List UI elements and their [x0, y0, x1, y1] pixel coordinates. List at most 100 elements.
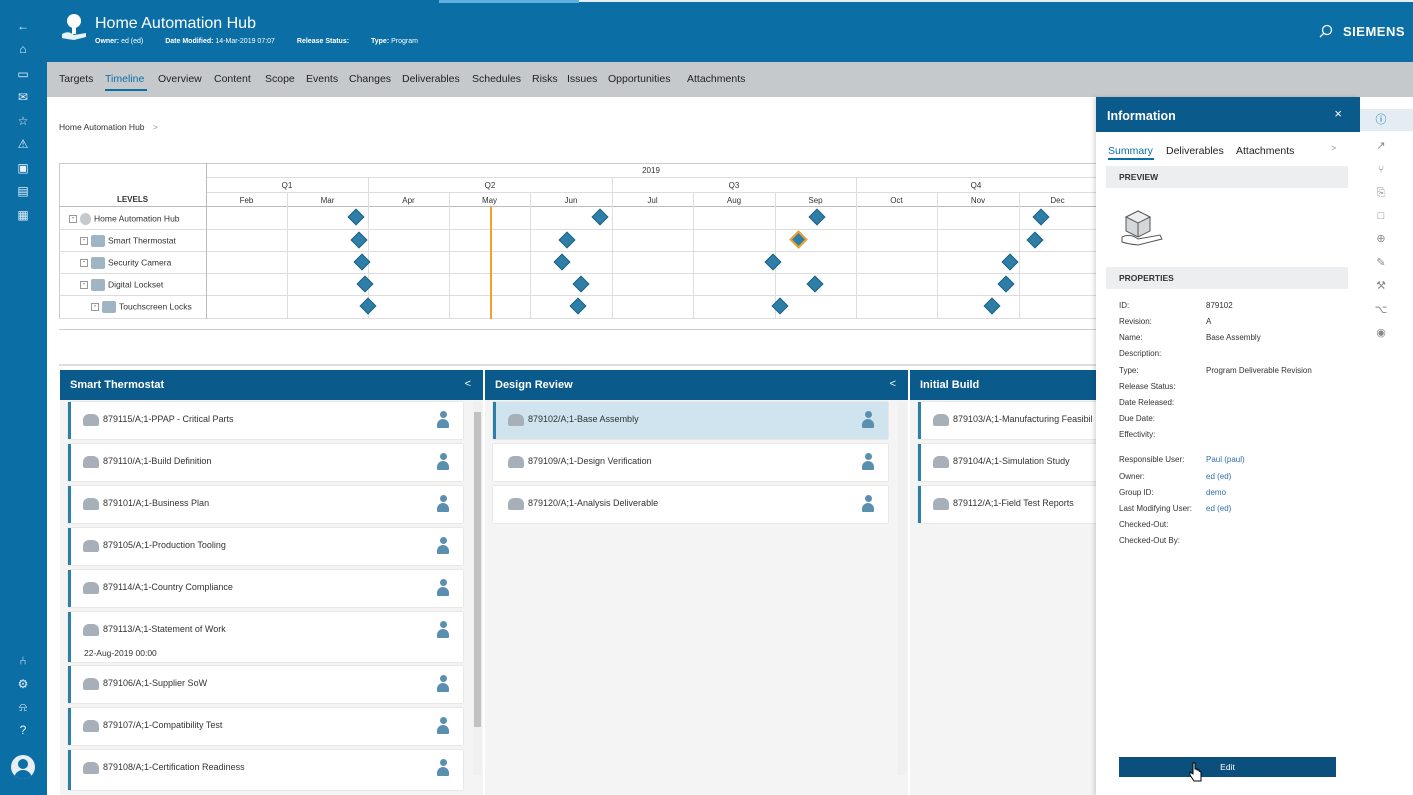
tab-scope[interactable]: Scope [265, 73, 295, 85]
notification-icon[interactable]: ⍾ [19, 700, 27, 714]
property-label: Description: [1119, 349, 1162, 358]
favorites-icon[interactable]: ☆ [17, 114, 29, 128]
deliverable-card-selected[interactable]: 879102/A;1-Base Assembly [493, 402, 888, 439]
scrollbar-thumb[interactable] [474, 412, 481, 727]
card-date: 22-Aug-2019 00:00 [84, 648, 157, 658]
chevron-right-icon[interactable]: > [1331, 143, 1337, 153]
level-row[interactable]: - Smart Thermostat [80, 235, 176, 247]
dashboard-icon[interactable]: ▤ [17, 184, 29, 198]
tab-opportunities[interactable]: Opportunities [608, 73, 671, 85]
fork-icon[interactable]: ⑃ [19, 654, 27, 668]
page-title: Home Automation Hub [95, 15, 256, 32]
revision-icon [508, 498, 524, 510]
deliverable-card[interactable]: 879113/A;1-Statement of Work 22-Aug-2019… [68, 612, 463, 662]
deliverable-card[interactable]: 879107/A;1-Compatibility Test [68, 708, 463, 745]
copy-icon[interactable]: ⎘ [1376, 187, 1386, 199]
tab-attachments[interactable]: Attachments [687, 73, 746, 85]
level-row[interactable]: - Digital Lockset [80, 279, 163, 291]
relation-icon[interactable]: ⑂ [1377, 164, 1385, 176]
scrollbar[interactable] [898, 402, 907, 775]
splitter[interactable] [59, 364, 1096, 366]
deliverable-card[interactable]: 879108/A;1-Certification Readiness [68, 750, 463, 790]
project-icon [91, 235, 105, 247]
tools-icon[interactable]: ⚒ [1376, 280, 1386, 292]
level-row[interactable]: - Home Automation Hub [69, 213, 180, 225]
last-modifying-user-link[interactable]: ed (ed) [1206, 504, 1232, 513]
group-link[interactable]: demo [1206, 488, 1227, 497]
card-title: 879115/A;1-PPAP - Critical Parts [103, 414, 234, 424]
deliverable-card[interactable]: 879101/A;1-Business Plan [68, 486, 463, 523]
collapse-chevron-icon[interactable]: < [464, 378, 471, 390]
tab-deliverables[interactable]: Deliverables [1166, 145, 1224, 157]
tab-risks[interactable]: Risks [532, 73, 558, 85]
tab-timeline[interactable]: Timeline [105, 73, 145, 85]
tab-attachments[interactable]: Attachments [1236, 145, 1295, 157]
alert-icon[interactable]: ⚠ [17, 137, 29, 151]
tab-issues[interactable]: Issues [567, 73, 598, 85]
connect-icon[interactable]: ⌥ [1374, 304, 1388, 316]
avatar[interactable] [11, 755, 35, 779]
mouse-cursor-icon [1189, 762, 1202, 782]
deliverable-card[interactable]: 879120/A;1-Analysis Deliverable [493, 486, 888, 523]
edit-icon[interactable]: ✎ [1376, 257, 1386, 269]
home-icon[interactable]: ⌂ [19, 42, 27, 56]
property-label: Due Date: [1119, 414, 1156, 423]
grid-line [206, 192, 1096, 193]
tab-overview[interactable]: Overview [158, 73, 202, 85]
deliverable-card[interactable]: 879115/A;1-PPAP - Critical Parts [68, 402, 463, 439]
revision-icon [83, 678, 99, 690]
owner-link[interactable]: ed (ed) [1206, 472, 1232, 481]
inbox-icon[interactable]: ✉ [17, 90, 29, 104]
settings-icon[interactable]: ⚙ [17, 677, 29, 691]
level-row[interactable]: - Security Camera [80, 257, 171, 269]
scrollbar[interactable] [473, 402, 482, 775]
search-icon[interactable] [1319, 24, 1333, 38]
deliverable-card[interactable]: 879105/A;1-Production Tooling [68, 528, 463, 565]
grid-line [59, 295, 1096, 296]
project-icon [102, 301, 116, 313]
responsible-user-link[interactable]: Paul (paul) [1206, 455, 1245, 464]
back-icon[interactable]: ← [17, 19, 29, 33]
collapse-icon[interactable]: - [69, 215, 77, 223]
deliverable-card[interactable]: 879110/A;1-Build Definition [68, 444, 463, 481]
month-label: Sep [808, 196, 823, 205]
share-icon[interactable]: ↗ [1376, 140, 1386, 152]
object-metadata: Owner: ed (ed) Date Modified: 14-Mar-201… [95, 38, 438, 45]
user-icon [862, 453, 874, 471]
collapse-icon[interactable]: - [80, 259, 88, 267]
deliverable-card[interactable]: 879106/A;1-Supplier SoW [68, 666, 463, 703]
property-label: Type: [1119, 366, 1139, 375]
close-icon[interactable]: × [1334, 106, 1342, 121]
tab-targets[interactable]: Targets [59, 73, 94, 85]
picture-icon[interactable]: ▣ [17, 161, 29, 175]
view-icon[interactable]: ◉ [1376, 327, 1386, 339]
timeline-frame [59, 163, 1096, 319]
tab-schedules[interactable]: Schedules [472, 73, 522, 85]
info-icon[interactable]: ⓘ [1375, 114, 1387, 126]
deliverable-card[interactable]: 879109/A;1-Design Verification [493, 444, 888, 481]
paste-icon[interactable]: □ [1377, 210, 1385, 222]
tab-deliverables[interactable]: Deliverables [402, 73, 460, 85]
collapse-icon[interactable]: - [80, 237, 88, 245]
edit-button[interactable]: Edit [1119, 757, 1336, 777]
tab-summary[interactable]: Summary [1108, 145, 1153, 157]
breadcrumb-separator: > [152, 122, 158, 132]
deliverable-card[interactable]: 879104/A;1-Simulation Study [918, 444, 1096, 481]
report-icon[interactable]: ▦ [17, 208, 29, 222]
property-label: Revision: [1119, 317, 1152, 326]
help-icon[interactable]: ? [19, 723, 27, 737]
collapse-icon[interactable]: - [91, 303, 99, 311]
folder-icon[interactable]: ▭ [17, 67, 29, 81]
card-title: 879103/A;1-Manufacturing Feasibil [953, 414, 1093, 424]
deliverable-card[interactable]: 879103/A;1-Manufacturing Feasibil [918, 402, 1096, 439]
collapse-icon[interactable]: - [80, 281, 88, 289]
collapse-chevron-icon[interactable]: < [889, 378, 896, 390]
level-row[interactable]: - Touchscreen Locks [91, 301, 192, 313]
deliverable-card[interactable]: 879114/A;1-Country Compliance [68, 570, 463, 607]
tab-changes[interactable]: Changes [349, 73, 392, 85]
add-icon[interactable]: ⊕ [1376, 233, 1386, 245]
tab-content[interactable]: Content [214, 73, 251, 85]
deliverable-card[interactable]: 879112/A;1-Field Test Reports [918, 486, 1096, 523]
breadcrumb-item[interactable]: Home Automation Hub [59, 122, 145, 132]
tab-events[interactable]: Events [306, 73, 339, 85]
